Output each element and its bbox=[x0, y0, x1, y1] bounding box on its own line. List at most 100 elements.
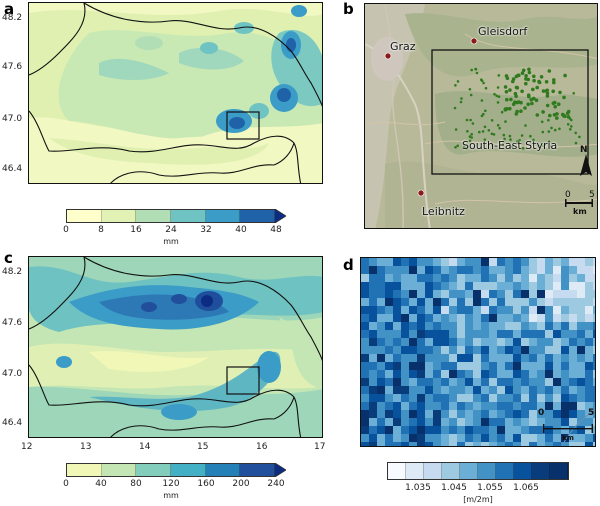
raster-cell bbox=[537, 394, 545, 402]
site-point bbox=[535, 113, 540, 117]
raster-cell bbox=[481, 266, 489, 274]
raster-cell bbox=[545, 378, 553, 386]
raster-cell bbox=[473, 322, 481, 330]
panel-c-ytick: 46.4 bbox=[2, 418, 23, 428]
raster-cell bbox=[481, 314, 489, 322]
raster-cell bbox=[561, 402, 569, 410]
raster-cell bbox=[489, 418, 497, 426]
panel-a-map-svg bbox=[29, 3, 322, 183]
raster-cell bbox=[585, 418, 593, 426]
raster-cell bbox=[425, 386, 433, 394]
raster-cell bbox=[393, 362, 401, 370]
raster-cell bbox=[393, 418, 401, 426]
site-point bbox=[460, 97, 463, 100]
raster-cell bbox=[449, 290, 457, 298]
site-point bbox=[526, 102, 530, 107]
raster-cell bbox=[489, 314, 497, 322]
raster-cell bbox=[577, 362, 585, 370]
raster-cell bbox=[377, 394, 385, 402]
site-point bbox=[540, 120, 544, 124]
panel-d-colorbar-segment bbox=[514, 463, 532, 479]
raster-cell bbox=[561, 338, 569, 346]
raster-cell bbox=[377, 378, 385, 386]
raster-cell bbox=[569, 394, 577, 402]
raster-cell bbox=[545, 274, 553, 282]
raster-cell bbox=[529, 290, 537, 298]
raster-cell bbox=[481, 442, 489, 446]
site-point bbox=[547, 140, 551, 143]
raster-cell bbox=[441, 410, 449, 418]
raster-cell bbox=[401, 258, 409, 266]
raster-cell bbox=[441, 370, 449, 378]
raster-cell bbox=[505, 418, 513, 426]
raster-cell bbox=[457, 418, 465, 426]
raster-cell bbox=[593, 394, 595, 402]
raster-cell bbox=[593, 378, 595, 386]
raster-cell bbox=[585, 394, 593, 402]
raster-cell bbox=[465, 354, 473, 362]
site-point bbox=[532, 74, 536, 79]
panel-b-scale-five: 5 bbox=[589, 190, 595, 200]
raster-cell bbox=[369, 266, 377, 274]
raster-cell bbox=[441, 258, 449, 266]
raster-cell bbox=[441, 394, 449, 402]
raster-cell bbox=[361, 258, 369, 266]
raster-cell bbox=[457, 426, 465, 434]
raster-cell bbox=[409, 346, 417, 354]
panel-a-ytick: 46.4 bbox=[2, 164, 23, 174]
raster-cell bbox=[473, 354, 481, 362]
panel-c-xtick: 12 bbox=[21, 442, 33, 452]
raster-cell bbox=[553, 322, 561, 330]
raster-cell bbox=[473, 402, 481, 410]
raster-cell bbox=[577, 330, 585, 338]
raster-cell bbox=[545, 354, 553, 362]
raster-cell bbox=[577, 386, 585, 394]
panel-d-colorbar-segment bbox=[496, 463, 514, 479]
raster-cell bbox=[489, 298, 497, 306]
panel-a-colorbar-segment bbox=[136, 210, 172, 222]
raster-cell bbox=[577, 354, 585, 362]
raster-cell bbox=[513, 290, 521, 298]
raster-cell bbox=[457, 314, 465, 322]
panel-a-cbtick: 0 bbox=[63, 225, 69, 235]
panel-c-xtick: 15 bbox=[197, 442, 209, 452]
raster-cell bbox=[553, 354, 561, 362]
site-point bbox=[470, 133, 473, 136]
raster-cell bbox=[409, 290, 417, 298]
raster-cell bbox=[393, 346, 401, 354]
raster-cell bbox=[545, 298, 553, 306]
raster-cell bbox=[497, 258, 505, 266]
raster-cell bbox=[497, 402, 505, 410]
raster-cell bbox=[569, 266, 577, 274]
raster-cell bbox=[513, 362, 521, 370]
raster-cell bbox=[513, 258, 521, 266]
raster-cell bbox=[441, 418, 449, 426]
raster-cell bbox=[473, 418, 481, 426]
site-point bbox=[541, 89, 546, 93]
raster-cell bbox=[537, 434, 545, 442]
raster-cell bbox=[585, 434, 593, 442]
raster-cell bbox=[577, 290, 585, 298]
panel-d-colorbar-segment bbox=[442, 463, 460, 479]
raster-cell bbox=[377, 338, 385, 346]
raster-cell bbox=[481, 306, 489, 314]
panel-c-xtick: 13 bbox=[80, 442, 92, 452]
raster-cell bbox=[481, 354, 489, 362]
panel-d-colorbar-segment bbox=[460, 463, 478, 479]
site-point bbox=[547, 69, 552, 73]
raster-cell bbox=[585, 282, 593, 290]
site-point bbox=[553, 128, 557, 132]
raster-cell bbox=[545, 306, 553, 314]
raster-cell bbox=[457, 274, 465, 282]
panel-d-raster bbox=[361, 258, 595, 446]
raster-cell bbox=[577, 418, 585, 426]
raster-cell bbox=[377, 362, 385, 370]
raster-cell bbox=[489, 346, 497, 354]
raster-cell bbox=[417, 402, 425, 410]
site-point bbox=[524, 81, 528, 86]
raster-cell bbox=[529, 354, 537, 362]
raster-cell bbox=[585, 354, 593, 362]
raster-cell bbox=[385, 282, 393, 290]
raster-cell bbox=[553, 386, 561, 394]
raster-cell bbox=[417, 298, 425, 306]
